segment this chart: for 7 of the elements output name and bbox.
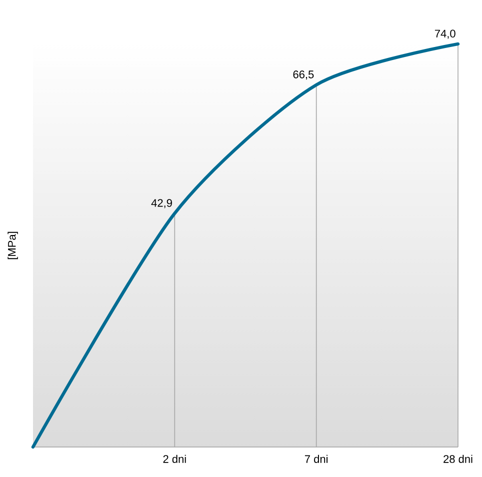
data-label: 42,9 [151, 199, 172, 208]
y-axis-title: [MPa] [8, 232, 18, 260]
x-tick-label: 28 dni [444, 454, 472, 463]
x-tick-label: 7 dni [304, 454, 328, 463]
x-tick-label: 2 dni [163, 454, 186, 463]
data-label: 66,5 [293, 70, 314, 80]
data-label: 74,0 [434, 30, 456, 39]
